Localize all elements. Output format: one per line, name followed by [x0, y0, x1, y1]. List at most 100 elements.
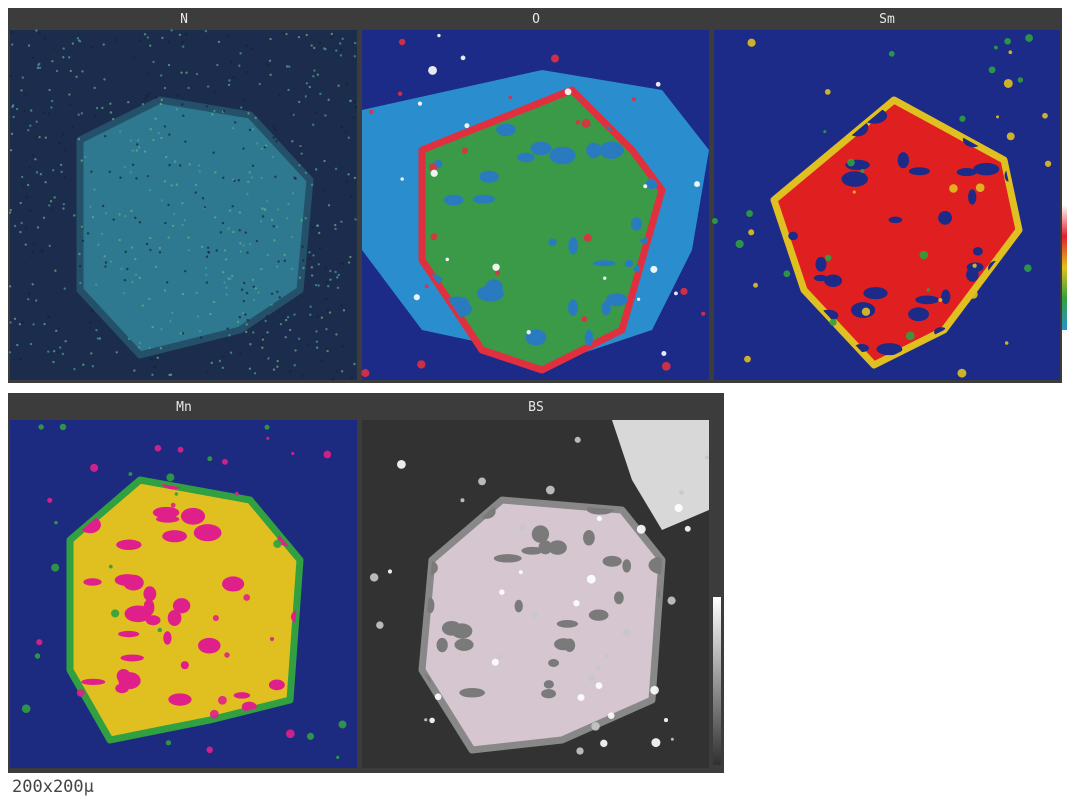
speckle: [313, 69, 315, 71]
speckle: [464, 123, 469, 128]
speckle: [240, 250, 242, 252]
speckle: [596, 665, 601, 670]
speckle: [325, 328, 327, 330]
speckle: [239, 316, 241, 318]
speckle: [705, 455, 709, 459]
speckle: [288, 65, 290, 67]
speckle: [77, 37, 79, 39]
speckle: [57, 351, 59, 353]
speckle: [180, 71, 182, 73]
speckle: [27, 184, 29, 186]
speckle: [176, 94, 178, 96]
speckle: [398, 91, 402, 95]
speckle: [783, 270, 790, 277]
speckle: [226, 293, 228, 295]
speckle: [21, 176, 23, 178]
speckle: [317, 284, 319, 286]
speckle: [238, 179, 240, 181]
speckle: [424, 718, 427, 721]
speckle: [302, 267, 304, 269]
panel-label: Sm: [879, 12, 895, 27]
speckle: [237, 321, 239, 323]
speckle: [139, 221, 141, 223]
inclusion: [477, 285, 504, 301]
speckle: [238, 65, 240, 67]
speckle: [38, 424, 43, 429]
speckle: [54, 270, 56, 272]
speckle: [102, 205, 104, 207]
speckle: [51, 564, 59, 572]
speckle: [245, 45, 247, 47]
speckle: [25, 227, 27, 229]
speckle: [59, 346, 61, 348]
speckle: [246, 193, 248, 195]
speckle: [173, 213, 175, 215]
gray-scale: [713, 597, 721, 765]
speckle: [49, 245, 51, 247]
speckle: [661, 351, 666, 356]
speckle: [28, 293, 30, 295]
inclusion: [568, 299, 578, 316]
speckle: [252, 279, 254, 281]
speckle: [211, 113, 213, 115]
speckle: [168, 164, 170, 166]
speckle: [138, 346, 140, 348]
speckle: [307, 733, 314, 740]
speckle: [321, 317, 323, 319]
speckle: [346, 181, 348, 183]
speckle: [94, 115, 96, 117]
speckle: [588, 674, 596, 682]
speckle: [959, 116, 965, 122]
speckle: [249, 368, 251, 370]
speckle: [225, 258, 227, 260]
speckle: [246, 292, 248, 294]
speckle: [600, 740, 607, 747]
speckle: [146, 243, 148, 245]
inclusion: [517, 153, 534, 163]
speckle: [271, 293, 273, 295]
speckle: [256, 240, 258, 242]
speckle: [19, 231, 21, 233]
inclusion: [622, 559, 631, 572]
speckle: [230, 61, 232, 63]
speckle: [361, 369, 369, 377]
speckle: [257, 291, 259, 293]
speckle: [271, 219, 273, 221]
speckle: [825, 89, 831, 95]
speckle: [201, 246, 203, 248]
speckle: [26, 196, 28, 198]
speckle: [294, 349, 296, 351]
speckle: [43, 217, 45, 219]
speckle: [56, 70, 58, 72]
speckle: [54, 521, 58, 525]
speckle: [209, 313, 211, 315]
speckle: [270, 303, 272, 305]
speckle: [90, 464, 98, 472]
speckle: [331, 33, 333, 35]
speckle: [119, 239, 121, 241]
speckle: [91, 46, 93, 48]
speckle: [269, 74, 271, 76]
inclusion: [146, 615, 161, 625]
speckle: [399, 39, 405, 45]
speckle: [105, 261, 107, 263]
inclusion: [863, 287, 887, 299]
speckle: [273, 136, 275, 138]
speckle: [260, 220, 262, 222]
speckle: [245, 323, 247, 325]
speckle: [169, 320, 171, 322]
speckle: [195, 191, 197, 193]
speckle: [213, 301, 215, 303]
speckle: [340, 304, 342, 306]
speckle: [139, 39, 141, 41]
speckle: [446, 258, 450, 262]
speckle: [9, 75, 11, 77]
speckle: [24, 93, 26, 95]
speckle: [146, 94, 148, 96]
speckle: [45, 137, 47, 139]
speckle: [101, 107, 103, 109]
speckle: [284, 260, 286, 262]
speckle: [89, 206, 91, 208]
speckle: [249, 343, 251, 345]
speckle: [206, 281, 208, 283]
